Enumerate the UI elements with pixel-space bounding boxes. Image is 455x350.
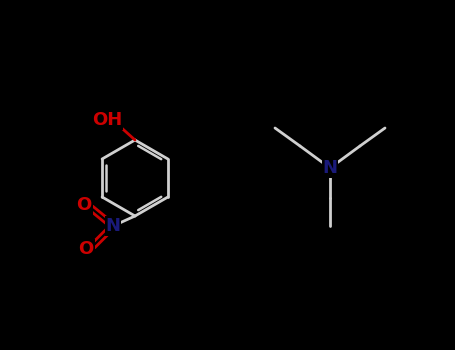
Text: O: O <box>78 240 94 258</box>
Text: OH: OH <box>92 111 122 129</box>
Text: N: N <box>106 217 121 235</box>
Text: N: N <box>323 159 338 177</box>
Text: O: O <box>76 196 91 214</box>
